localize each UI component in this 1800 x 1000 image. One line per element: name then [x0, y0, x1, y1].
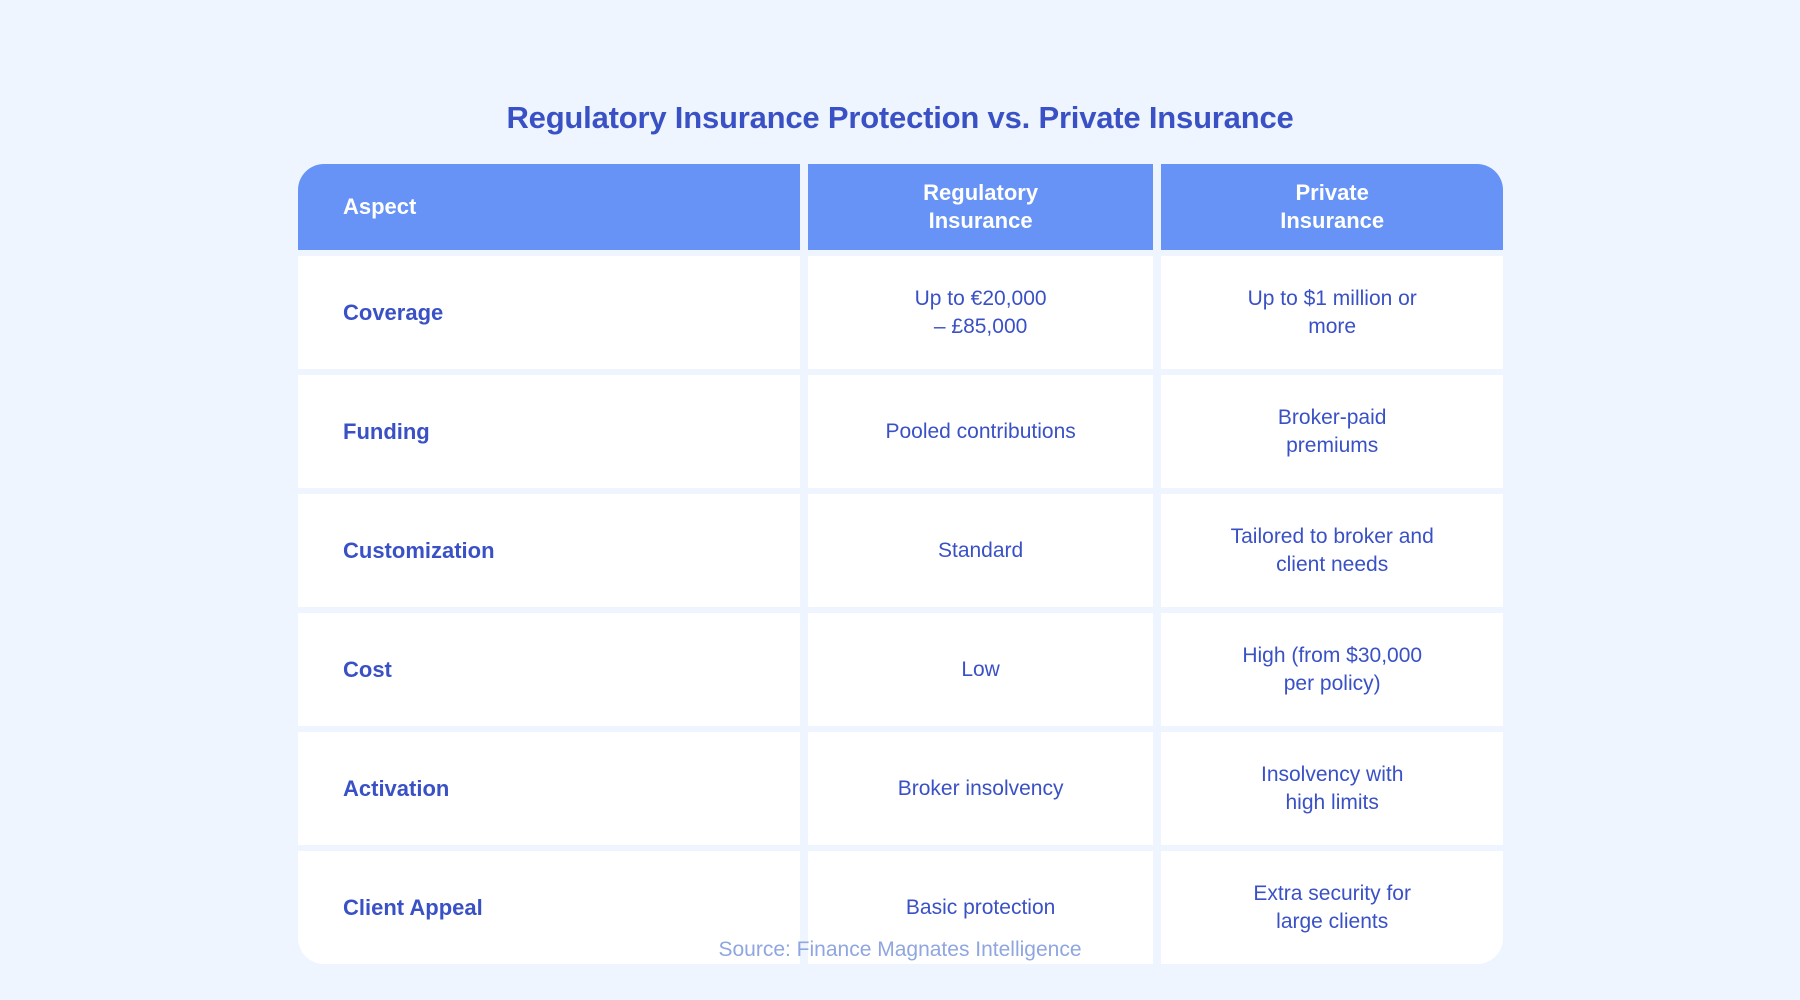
cell-value: Broker-paid premiums — [1277, 405, 1387, 457]
cell-value: Extra security for large clients — [1253, 881, 1411, 933]
header-label: Private Insurance — [1280, 180, 1385, 233]
cell-value: Coverage — [343, 299, 444, 325]
regulatory-insurance-cell: Pooled contributions — [807, 375, 1154, 488]
cell-value: Tailored to broker and client needs — [1230, 524, 1434, 576]
table-row: Funding Pooled contributions Broker-paid… — [298, 375, 1503, 488]
row-label-cell: Activation — [298, 732, 800, 845]
cell-value: Client Appeal — [343, 894, 483, 920]
header-label: Aspect — [343, 194, 417, 220]
private-insurance-cell: Up to $1 million or more — [1161, 256, 1503, 369]
table-body: Aspect Regulatory Insurance Private Insu… — [298, 164, 1503, 964]
table-row: Client Appeal Basic protection Extra sec… — [298, 851, 1503, 964]
table-row: Cost Low High (from $30,000 per policy) — [298, 613, 1503, 726]
regulatory-insurance-cell: Broker insolvency — [807, 732, 1154, 845]
cell-value: Pooled contributions — [885, 419, 1076, 443]
comparison-table: Aspect Regulatory Insurance Private Insu… — [298, 164, 1503, 964]
table-header-cell-regulatory-insurance: Regulatory Insurance — [807, 164, 1154, 250]
private-insurance-cell: High (from $30,000 per policy) — [1161, 613, 1503, 726]
regulatory-insurance-cell: Up to €20,000 – £85,000 — [807, 256, 1154, 369]
table-row: Activation Broker insolvency Insolvency … — [298, 732, 1503, 845]
table-row: Customization Standard Tailored to broke… — [298, 494, 1503, 607]
cell-value: Up to $1 million or more — [1247, 286, 1417, 338]
table-header-cell-private-insurance: Private Insurance — [1161, 164, 1503, 250]
cell-value: Basic protection — [905, 895, 1056, 919]
row-label-cell: Customization — [298, 494, 800, 607]
header-label: Regulatory Insurance — [923, 180, 1039, 233]
cell-value: Activation — [343, 775, 450, 801]
row-label-cell: Cost — [298, 613, 800, 726]
private-insurance-cell: Broker-paid premiums — [1161, 375, 1503, 488]
cell-value: Up to €20,000 – £85,000 — [914, 286, 1047, 338]
cell-value: Low — [961, 657, 1000, 681]
regulatory-insurance-cell: Standard — [807, 494, 1154, 607]
cell-value: Funding — [343, 418, 430, 444]
private-insurance-cell: Extra security for large clients — [1161, 851, 1503, 964]
page-title: Regulatory Insurance Protection vs. Priv… — [506, 100, 1294, 135]
table-row: Coverage Up to €20,000 – £85,000 Up to $… — [298, 256, 1503, 369]
cell-value: Standard — [937, 538, 1024, 562]
source-attribution: Source: Finance Magnates Intelligence — [718, 938, 1082, 961]
row-label-cell: Coverage — [298, 256, 800, 369]
cell-value: High (from $30,000 per policy) — [1242, 643, 1423, 695]
regulatory-insurance-cell: Basic protection — [807, 851, 1154, 964]
cell-value: Cost — [343, 656, 392, 682]
regulatory-insurance-cell: Low — [807, 613, 1154, 726]
private-insurance-cell: Insolvency with high limits — [1161, 732, 1503, 845]
row-label-cell: Funding — [298, 375, 800, 488]
cell-value: Insolvency with high limits — [1260, 762, 1404, 814]
private-insurance-cell: Tailored to broker and client needs — [1161, 494, 1503, 607]
row-label-cell: Client Appeal — [298, 851, 800, 964]
table-header-cell-aspect: Aspect — [298, 164, 800, 250]
cell-value: Broker insolvency — [897, 776, 1064, 800]
cell-value: Customization — [343, 537, 495, 563]
table-header-row: Aspect Regulatory Insurance Private Insu… — [298, 164, 1503, 250]
